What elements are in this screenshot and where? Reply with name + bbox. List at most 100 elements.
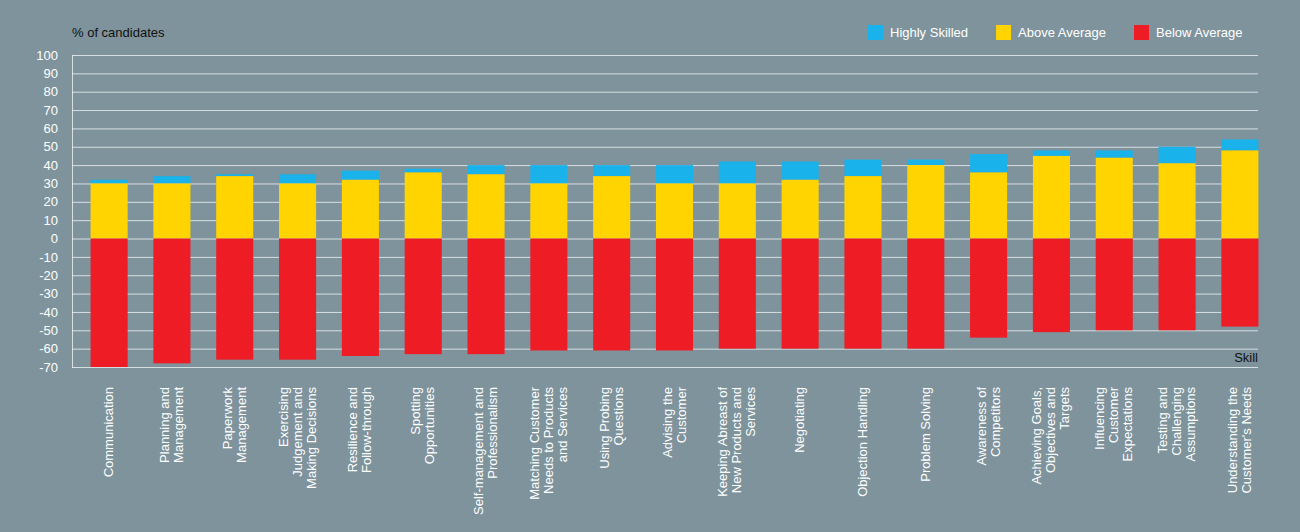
bar: [970, 239, 1007, 338]
bar: [1096, 150, 1133, 157]
grid-line: [72, 128, 1258, 129]
bar: [405, 169, 442, 173]
bar: [782, 239, 819, 349]
y-tick-label: 10: [44, 213, 58, 228]
x-tick-label: Matching CustomerNeeds to Productsand Se…: [527, 386, 570, 499]
series: [91, 239, 1259, 367]
series: [91, 139, 1259, 183]
bar: [719, 161, 756, 183]
bar: [970, 154, 1007, 172]
bar: [593, 165, 630, 176]
x-tick: Objection Handling: [855, 387, 870, 497]
x-tick-label: Objection Handling: [855, 387, 870, 497]
y-tick: 80: [44, 84, 1258, 99]
bar: [970, 172, 1007, 238]
x-tick: Advising theCustomer: [660, 386, 689, 457]
y-tick-label: -60: [39, 341, 58, 356]
bar: [467, 174, 504, 238]
bar: [1096, 239, 1133, 331]
bar: [907, 160, 944, 166]
bar: [91, 183, 128, 238]
bar: [216, 174, 253, 176]
grid-line: [72, 367, 1258, 368]
x-tick-label: Negotiating: [792, 387, 807, 453]
x-tick-label: Problem Solving: [918, 387, 933, 482]
y-tick-label: 100: [36, 48, 58, 63]
grid-line: [72, 73, 1258, 74]
y-tick-label: -10: [39, 250, 58, 265]
y-tick-label: -70: [39, 360, 58, 375]
bar: [342, 171, 379, 180]
legend-swatch: [1134, 25, 1149, 40]
bars: [91, 139, 1259, 367]
bar: [467, 165, 504, 174]
bar: [719, 183, 756, 238]
bar: [1033, 150, 1070, 156]
x-tick: Problem Solving: [918, 387, 933, 482]
x-tick: Keeping Abreast ofNew Products andServic…: [715, 387, 758, 497]
bar: [1159, 163, 1196, 238]
y-axis: -70-60-50-40-30-20-100102030405060708090…: [36, 48, 1258, 375]
y-tick-label: 70: [44, 103, 58, 118]
legend-swatch: [996, 25, 1011, 40]
x-tick-label: SpottingOpportunities: [408, 387, 437, 465]
x-tick-label: PaperworkManagement: [220, 387, 249, 463]
bar: [1159, 147, 1196, 164]
y-tick-label: 60: [44, 121, 58, 136]
y-tick: 50: [44, 139, 1258, 154]
legend-item: Above Average: [996, 25, 1106, 40]
y-axis-line: [72, 56, 73, 368]
bar: [153, 183, 190, 238]
bar: [782, 180, 819, 239]
bar: [782, 161, 819, 179]
x-tick: Self-management andProfessionalism: [471, 387, 500, 515]
bar: [342, 180, 379, 239]
y-tick-label: 40: [44, 158, 58, 173]
x-tick: SpottingOpportunities: [408, 387, 437, 465]
bar: [844, 239, 881, 349]
bar: [907, 165, 944, 238]
x-tick-label: Keeping Abreast ofNew Products andServic…: [715, 387, 758, 497]
x-tick: PaperworkManagement: [220, 387, 249, 463]
x-tick-label: Resilience andFollow-through: [345, 387, 374, 473]
bar: [656, 183, 693, 238]
legend: Highly Skilled Above Average Below Average: [868, 25, 1243, 40]
bar: [593, 239, 630, 351]
series: [91, 150, 1259, 238]
x-tick: Awareness ofCompetitors: [974, 387, 1003, 466]
bar: [216, 176, 253, 238]
x-tick-label: ExercisingJudgement andMaking Decisions: [276, 387, 319, 489]
grid-line: [72, 55, 1258, 56]
y-tick: 60: [44, 121, 1258, 136]
bar: [1159, 239, 1196, 331]
x-tick: ExercisingJudgement andMaking Decisions: [276, 387, 319, 489]
x-tick-label: Understanding theCustomer's Needs: [1225, 387, 1254, 494]
bar: [530, 239, 567, 351]
bar: [530, 165, 567, 183]
x-tick-label: Advising theCustomer: [660, 386, 689, 457]
bar: [153, 176, 190, 183]
y-tick: 100: [36, 48, 1258, 63]
x-tick: Matching CustomerNeeds to Productsand Se…: [527, 386, 570, 499]
y-tick: 90: [44, 66, 1258, 81]
bar: [405, 239, 442, 355]
x-tick-label: Achieving Goals,Objectives andTargets: [1029, 387, 1072, 485]
legend-label: Highly Skilled: [890, 25, 968, 40]
y-axis-title: % of candidates: [72, 25, 165, 40]
legend-item: Below Average: [1134, 25, 1243, 40]
x-tick: Negotiating: [792, 387, 807, 453]
y-tick-label: 30: [44, 176, 58, 191]
x-tick: Achieving Goals,Objectives andTargets: [1029, 387, 1072, 485]
x-tick-label: Communication: [101, 387, 116, 477]
y-tick-label: -20: [39, 268, 58, 283]
bar: [1033, 156, 1070, 239]
legend-label: Below Average: [1156, 25, 1243, 40]
bar: [467, 239, 504, 355]
bar: [405, 172, 442, 238]
x-tick-label: Self-management andProfessionalism: [471, 387, 500, 515]
y-tick-label: 80: [44, 84, 58, 99]
x-tick: Testing andChallengingAssumptions: [1155, 387, 1198, 462]
legend-item: Highly Skilled: [868, 25, 968, 40]
x-axis: CommunicationPlanning andManagementPaper…: [101, 386, 1254, 515]
x-tick: InfluencingCustomerExpectations: [1092, 386, 1135, 461]
